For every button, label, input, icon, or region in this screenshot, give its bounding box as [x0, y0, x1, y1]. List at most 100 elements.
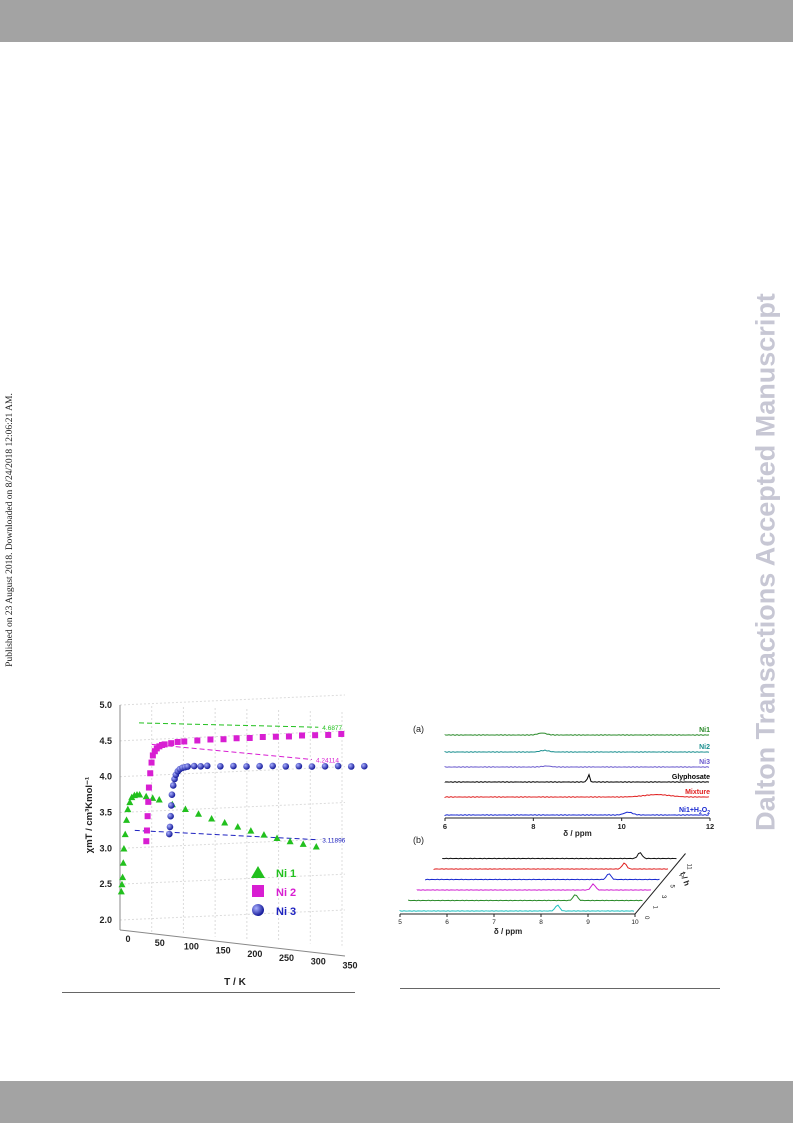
data-point-ni3	[167, 812, 174, 820]
data-point-ni2	[194, 737, 201, 744]
data-point-ni3	[230, 762, 237, 770]
data-point-ni2	[220, 736, 227, 743]
data-point-ni1	[208, 815, 216, 822]
data-point-ni1	[121, 830, 129, 838]
y-tick-label: 2.5	[99, 879, 112, 889]
data-point-ni2	[259, 734, 266, 740]
legend-marker-ni3	[252, 904, 264, 916]
panel-label-b: (b)	[413, 835, 424, 845]
spectrum-trace-b	[408, 894, 643, 902]
y-tick-label: 4.0	[99, 772, 112, 782]
data-point-ni1	[247, 827, 255, 834]
x-tick-label-b: 5	[398, 919, 402, 926]
data-point-ni1	[142, 792, 150, 800]
data-point-ni3	[243, 763, 250, 770]
data-point-ni3	[256, 762, 263, 770]
legend-marker-ni2	[252, 885, 264, 897]
t-tick-label: 0	[643, 916, 649, 920]
data-point-ni3	[190, 762, 198, 770]
x-tick-label-a: 6	[443, 822, 447, 831]
grid-line-h	[119, 837, 346, 849]
value-annotation: 3.11896	[322, 838, 345, 845]
data-point-ni1	[117, 887, 125, 895]
data-point-ni1	[136, 791, 144, 798]
spectrum-trace	[444, 765, 710, 768]
data-point-ni3	[347, 763, 355, 770]
data-point-ni3	[295, 762, 303, 770]
data-point-ni3	[321, 763, 329, 770]
publication-note: Published on 23 August 2018. Downloaded …	[5, 393, 15, 667]
data-point-ni2	[161, 741, 168, 748]
data-point-ni3	[269, 762, 276, 770]
data-point-ni2	[338, 730, 345, 737]
data-point-ni2	[312, 732, 319, 739]
y-tick-label: 3.0	[99, 843, 112, 853]
fit-guide-line	[134, 829, 319, 841]
spectrum-trace	[444, 749, 710, 753]
data-point-ni3	[197, 763, 205, 770]
data-point-ni3	[166, 830, 173, 838]
data-point-ni3	[167, 802, 175, 809]
data-point-ni2	[325, 731, 332, 738]
data-point-ni1	[260, 831, 268, 838]
data-point-ni2	[168, 740, 175, 747]
x-axis-title-a: δ / ppm	[563, 829, 591, 838]
figure-caption-rule-left	[62, 992, 355, 993]
spectrum-label: Ni3	[699, 759, 710, 766]
x-tick-label-a: 10	[617, 822, 625, 831]
data-point-ni2	[144, 813, 151, 820]
spectrum-label: Ni1+H2O2	[679, 807, 710, 816]
y-tick-label: 5.0	[99, 700, 112, 710]
data-point-ni1	[286, 837, 294, 845]
legend-marker-ni1	[251, 866, 265, 878]
x-tick-label: 350	[342, 960, 357, 970]
value-annotation: 4.24114	[316, 757, 339, 764]
data-point-ni1	[299, 840, 307, 847]
spectrum-trace	[444, 793, 710, 798]
y-tick-label: 3.5	[99, 808, 112, 818]
spectrum-label: Mixture	[685, 789, 710, 796]
spectrum-trace-b	[416, 883, 652, 891]
data-point-ni1	[119, 859, 127, 866]
grid-line-h	[119, 873, 346, 885]
figure-caption-rule-right	[400, 988, 720, 989]
data-point-ni3	[184, 763, 191, 770]
data-point-ni1	[118, 880, 126, 888]
data-point-ni1	[273, 834, 281, 841]
data-point-ni1	[195, 810, 203, 817]
grid-line-h	[119, 802, 346, 813]
x-tick-label: 250	[279, 953, 294, 963]
grid-line-h	[119, 909, 346, 921]
x-tick-label-b: 9	[586, 919, 590, 926]
t-tick-label: 1	[652, 906, 658, 910]
spectrum-label: Ni1	[699, 727, 710, 734]
data-point-ni2	[246, 734, 253, 741]
data-point-ni3	[334, 762, 342, 770]
x-tick-label: 300	[311, 957, 326, 967]
x-tick-label-b: 7	[492, 919, 496, 926]
footer-bar	[0, 1081, 793, 1123]
t-tick-label: 11	[686, 864, 692, 871]
y-axis-title: χmT / cm³Kmol⁻¹	[84, 777, 95, 853]
grid-line-h	[119, 730, 346, 742]
legend-label: Ni 1	[276, 868, 296, 880]
data-point-ni1	[181, 805, 189, 813]
data-point-ni3	[308, 763, 316, 770]
spectrum-trace-b	[399, 904, 635, 912]
legend-label: Ni 3	[276, 906, 296, 918]
data-point-ni2	[143, 827, 150, 834]
data-point-ni3	[168, 791, 176, 799]
data-point-ni2	[207, 736, 214, 743]
data-point-ni2	[148, 759, 155, 766]
data-point-ni2	[233, 735, 240, 742]
spectrum-trace	[444, 732, 710, 736]
x-tick-label: 200	[247, 949, 262, 959]
grid-line-h	[119, 694, 346, 706]
spectrum-trace	[444, 811, 710, 816]
data-point-ni3	[217, 762, 224, 770]
t-tick-label: 5	[669, 885, 675, 889]
nmr-spectra-chart: (a) Ni1 Ni2 Ni3 Glyphosate Mixture Ni1+H2O2 6 8 1…	[398, 724, 714, 936]
data-point-ni2	[149, 752, 156, 759]
x-axis-title: T / K	[224, 977, 246, 988]
legend-label: Ni 2	[276, 887, 296, 899]
